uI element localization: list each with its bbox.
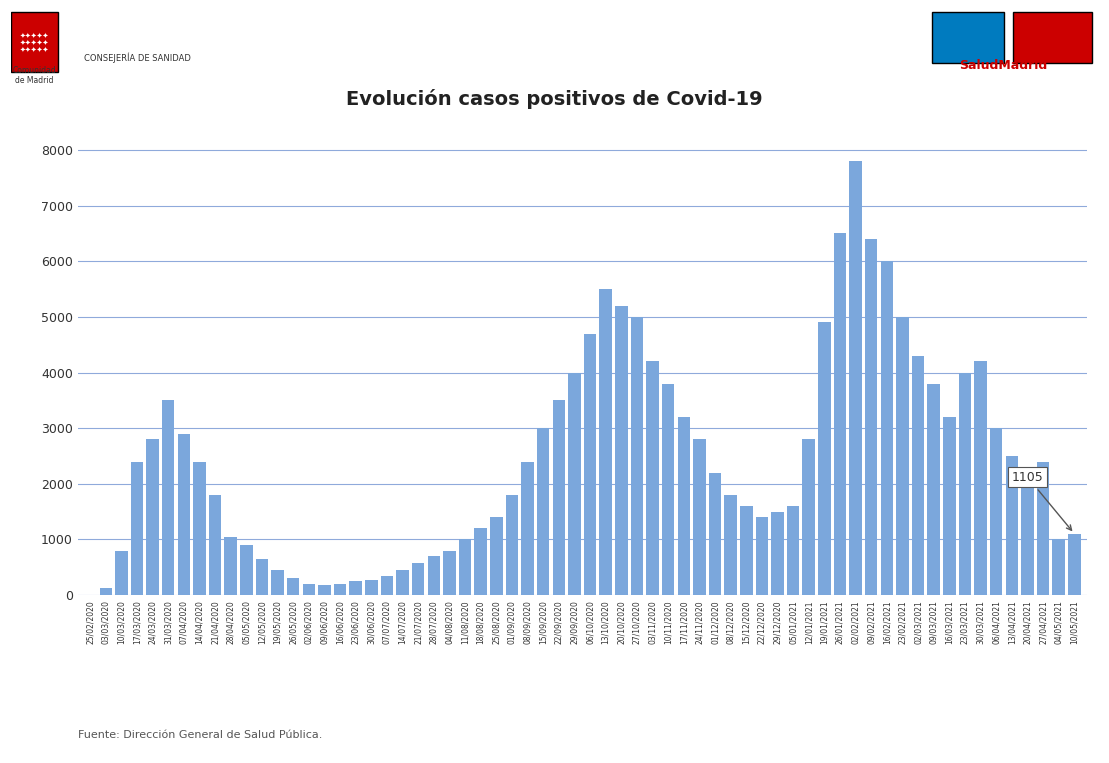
Bar bbox=[709, 473, 721, 595]
Bar bbox=[912, 356, 924, 595]
Bar bbox=[678, 417, 690, 595]
Bar bbox=[287, 578, 299, 595]
Bar bbox=[865, 239, 877, 595]
Bar bbox=[803, 439, 815, 595]
Bar bbox=[693, 439, 705, 595]
Bar bbox=[834, 233, 846, 595]
Bar bbox=[537, 428, 549, 595]
Text: 1105: 1105 bbox=[1011, 471, 1071, 530]
Bar bbox=[131, 462, 143, 595]
Bar bbox=[444, 551, 456, 595]
Bar bbox=[490, 517, 502, 595]
Bar bbox=[552, 401, 566, 595]
Bar bbox=[583, 333, 597, 595]
Bar bbox=[615, 306, 628, 595]
Bar bbox=[115, 551, 128, 595]
Bar bbox=[943, 417, 956, 595]
Bar bbox=[958, 372, 971, 595]
Bar bbox=[662, 384, 674, 595]
Bar bbox=[521, 462, 533, 595]
Bar bbox=[1021, 473, 1034, 595]
Bar bbox=[990, 428, 1003, 595]
Bar bbox=[318, 585, 330, 595]
Bar bbox=[975, 362, 987, 595]
Bar bbox=[927, 384, 940, 595]
Bar bbox=[365, 580, 377, 595]
Text: Fuente: Dirección General de Salud Pública.: Fuente: Dirección General de Salud Públi… bbox=[78, 730, 322, 740]
Bar bbox=[193, 462, 206, 595]
Bar bbox=[428, 556, 440, 595]
Text: Comunidad
de Madrid: Comunidad de Madrid bbox=[12, 66, 57, 85]
Bar bbox=[224, 536, 237, 595]
Text: CONSEJERÍA DE SANIDAD: CONSEJERÍA DE SANIDAD bbox=[84, 53, 191, 63]
Bar bbox=[568, 372, 581, 595]
Bar bbox=[724, 495, 736, 595]
Bar bbox=[349, 581, 362, 595]
Bar bbox=[303, 584, 315, 595]
Bar bbox=[787, 506, 800, 595]
Bar bbox=[411, 563, 425, 595]
FancyBboxPatch shape bbox=[932, 12, 1004, 63]
Text: SaludMadrid: SaludMadrid bbox=[959, 59, 1048, 72]
Bar bbox=[177, 433, 190, 595]
Bar bbox=[256, 559, 268, 595]
Bar bbox=[506, 495, 518, 595]
Bar bbox=[334, 584, 346, 595]
FancyBboxPatch shape bbox=[11, 12, 58, 72]
Bar bbox=[599, 289, 612, 595]
Bar bbox=[475, 528, 487, 595]
Text: ✦✦✦✦✦
✦✦✦✦✦
✦✦✦✦✦: ✦✦✦✦✦ ✦✦✦✦✦ ✦✦✦✦✦ bbox=[20, 32, 49, 53]
Bar bbox=[881, 261, 893, 595]
Bar bbox=[1068, 533, 1080, 595]
Text: Evolución casos positivos de Covid-19: Evolución casos positivos de Covid-19 bbox=[346, 89, 763, 109]
Bar bbox=[162, 401, 174, 595]
Bar bbox=[755, 517, 769, 595]
Bar bbox=[1006, 456, 1018, 595]
Bar bbox=[100, 588, 112, 595]
Bar bbox=[647, 362, 659, 595]
Bar bbox=[818, 323, 831, 595]
Bar bbox=[631, 317, 643, 595]
Bar bbox=[396, 570, 409, 595]
Bar bbox=[208, 495, 222, 595]
Bar bbox=[146, 439, 159, 595]
Bar bbox=[380, 575, 394, 595]
Bar bbox=[771, 512, 784, 595]
Bar bbox=[849, 161, 862, 595]
FancyBboxPatch shape bbox=[1014, 12, 1092, 63]
Bar bbox=[241, 545, 253, 595]
Bar bbox=[1052, 539, 1065, 595]
Bar bbox=[1037, 462, 1049, 595]
Bar bbox=[459, 539, 471, 595]
Bar bbox=[896, 317, 908, 595]
Bar bbox=[272, 570, 284, 595]
Bar bbox=[740, 506, 753, 595]
